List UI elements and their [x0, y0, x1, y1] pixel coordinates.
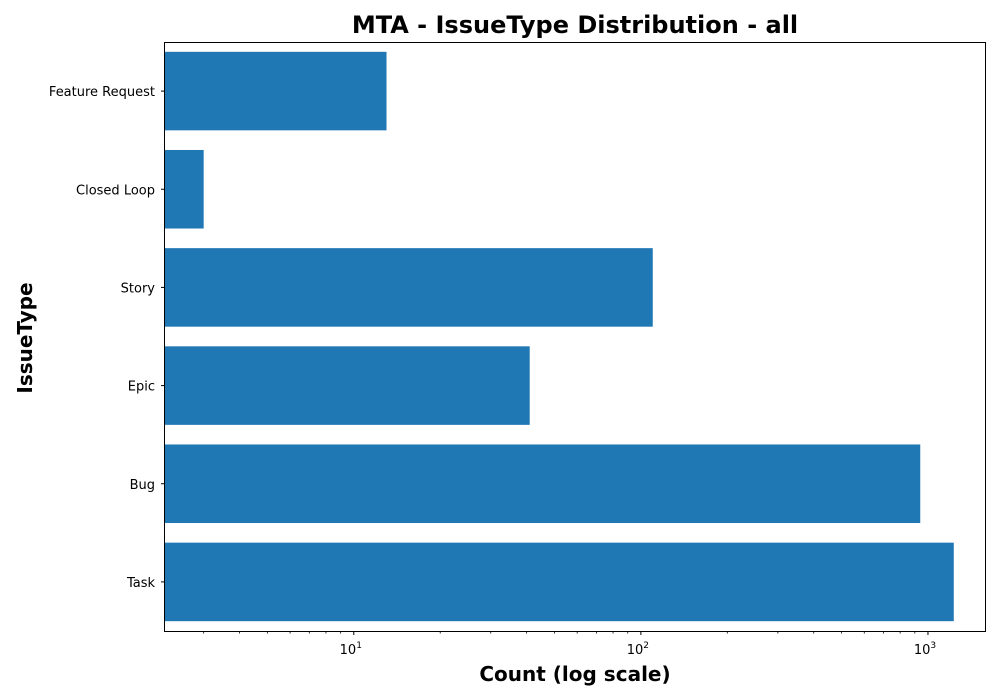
y-axis-title: IssueType — [13, 282, 37, 393]
x-ticks-group: 101 102 103 — [340, 631, 936, 658]
y-tick-label: Bug — [130, 478, 155, 493]
bar-task — [165, 542, 954, 622]
chart-title: MTA - IssueType Distribution - all — [352, 11, 798, 39]
bar-bug — [165, 444, 921, 524]
y-tick-label: Task — [126, 576, 156, 591]
plot-frame — [164, 42, 986, 632]
x-tick-label: 102 — [627, 641, 649, 658]
x-axis-title: Count (log scale) — [479, 662, 670, 686]
y-tick-label: Epic — [128, 380, 155, 395]
bars-group — [165, 51, 954, 622]
bar-story — [165, 248, 653, 327]
bar-epic — [165, 346, 530, 425]
bar-closed-loop — [165, 149, 204, 229]
bar-feature-request — [165, 51, 387, 131]
y-tick-label: Closed Loop — [76, 183, 155, 198]
x-tick-label: 101 — [340, 641, 362, 658]
y-tick-label: Feature Request — [49, 85, 155, 100]
x-tick-label: 103 — [914, 641, 936, 658]
y-ticks-group: Task Bug Epic Story Closed Loop Feature Reque… — [49, 85, 165, 591]
y-tick-label: Story — [121, 281, 156, 296]
